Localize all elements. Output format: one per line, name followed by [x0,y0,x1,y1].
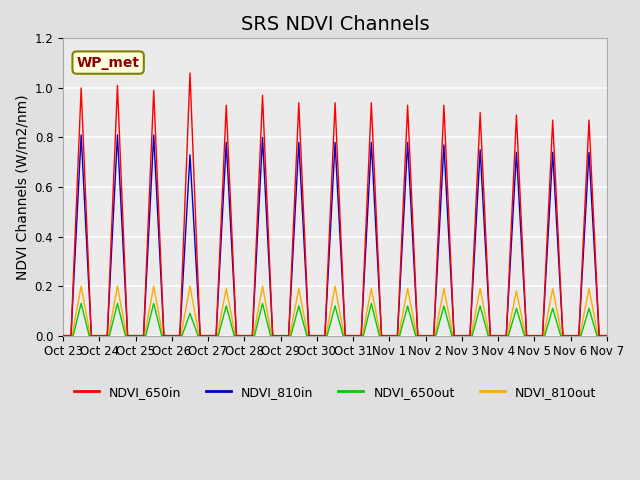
Title: SRS NDVI Channels: SRS NDVI Channels [241,15,429,34]
Legend: NDVI_650in, NDVI_810in, NDVI_650out, NDVI_810out: NDVI_650in, NDVI_810in, NDVI_650out, NDV… [68,381,601,404]
Y-axis label: NDVI Channels (W/m2/nm): NDVI Channels (W/m2/nm) [15,94,29,280]
Text: WP_met: WP_met [77,56,140,70]
